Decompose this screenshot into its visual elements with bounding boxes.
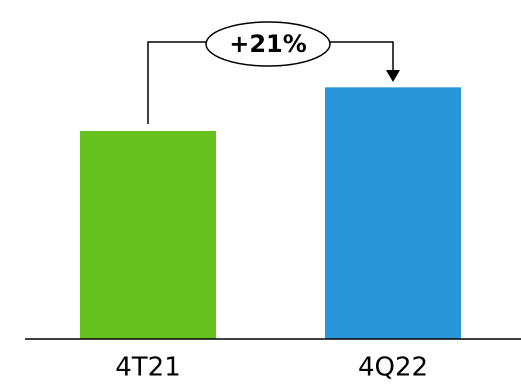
- connector-left: [147, 41, 206, 124]
- annotation-bubble: [205, 21, 331, 67]
- x-tick-label: 4T21: [115, 353, 181, 383]
- bar: [325, 87, 461, 339]
- bar: [80, 131, 216, 339]
- x-tick-label: 4Q22: [358, 353, 428, 383]
- connector-right: [330, 41, 394, 72]
- arrowhead: [386, 70, 400, 82]
- annotation: +21%: [229, 30, 307, 58]
